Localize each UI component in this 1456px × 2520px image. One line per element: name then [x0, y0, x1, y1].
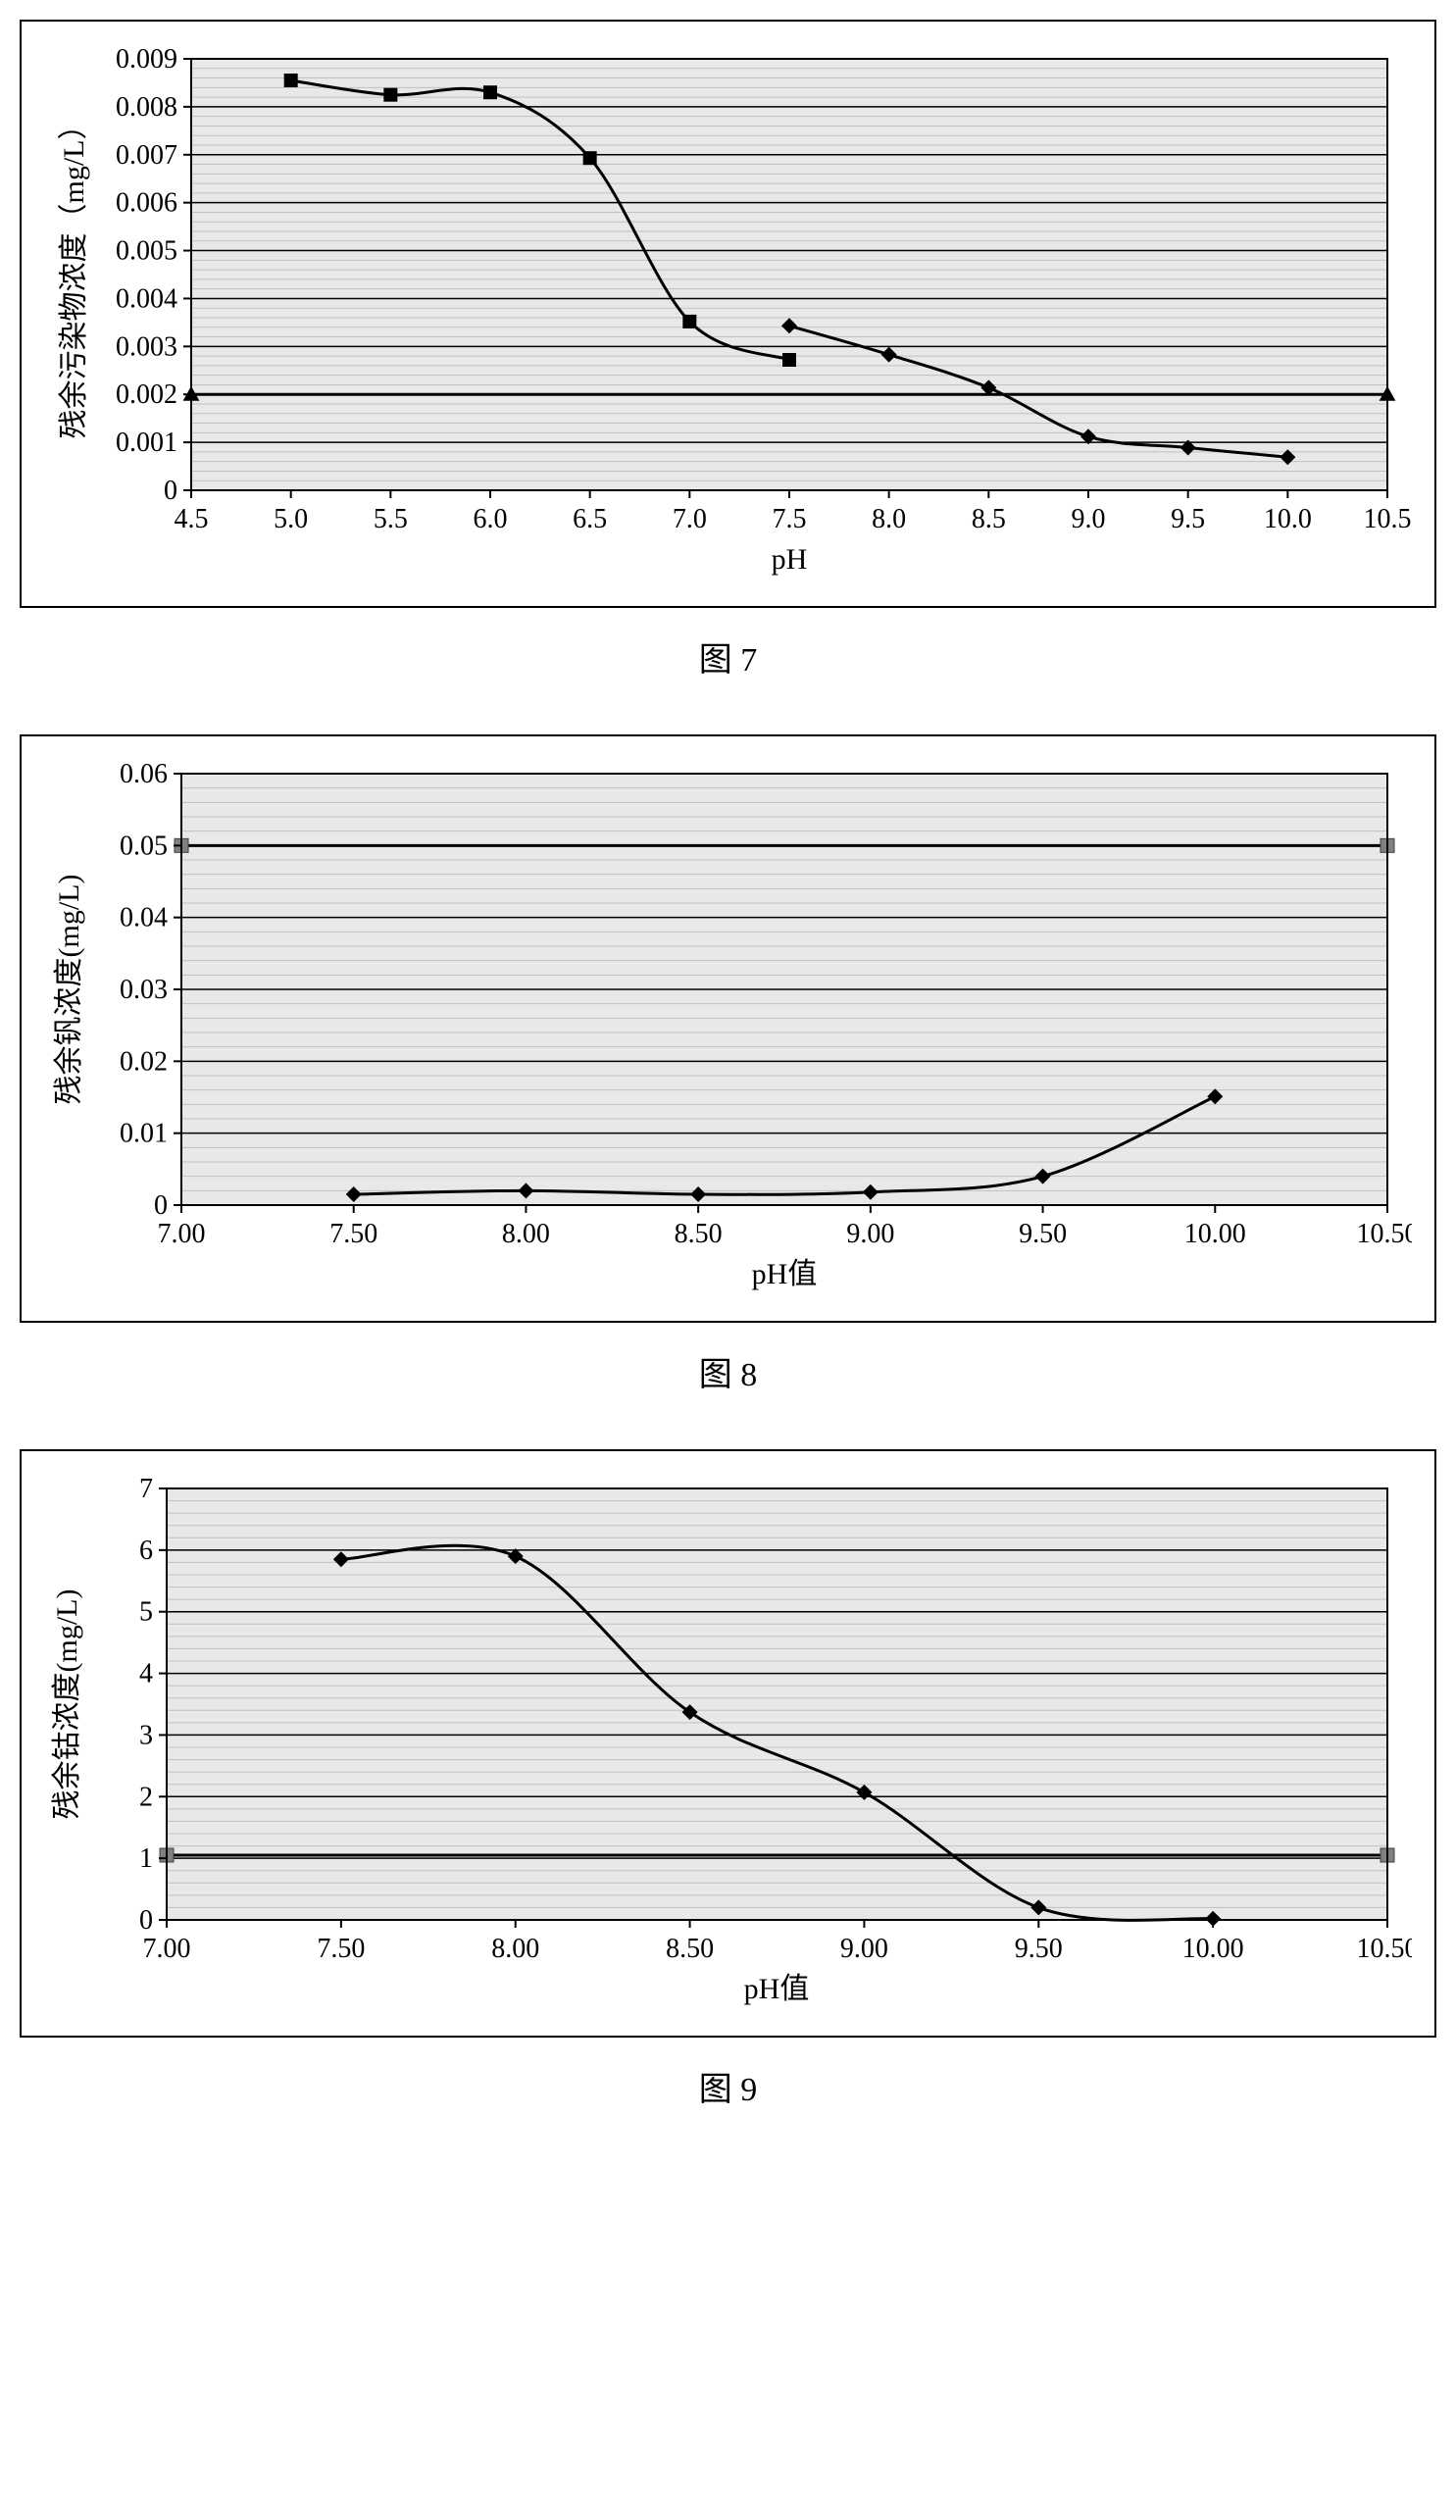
caption-8: 图 8: [20, 1347, 1436, 1395]
xtick-label: 7.50: [329, 1219, 377, 1249]
yticks-7: 0 0.001 0.002 0.003 0.004 0.005 0.006 0.007 0.00…: [116, 44, 191, 506]
ylabel-8: 残余钒浓度(mg/L): [53, 875, 85, 1105]
ytick-label: 0.06: [120, 759, 168, 789]
ytick-label: 2: [139, 1782, 153, 1812]
ytick-label: 0.01: [120, 1119, 168, 1149]
plot-bg: [191, 59, 1387, 490]
ytick-label: 0.02: [120, 1046, 168, 1077]
caption-7: 图 7: [20, 632, 1436, 680]
marker-square: [583, 152, 596, 165]
ytick-label: 0: [154, 1190, 168, 1221]
ytick-label: 0.001: [116, 428, 177, 458]
plot-area-8: 7.00 7.50 8.00 8.50 9.00 9.50 10.00 10.50 0 0.01…: [53, 759, 1412, 1290]
xtick-label: 6.5: [573, 504, 607, 534]
yticks-9: 0 1 2 3 4 5 6 7: [139, 1474, 167, 1936]
xticks-8: 7.00 7.50 8.00 8.50 9.00 9.50 10.00 10.50: [158, 1205, 1413, 1249]
xtick-label: 10.00: [1184, 1219, 1246, 1249]
plot-area-7: 4.5 5.0 5.5 6.0 6.5 7.0 7.5 8.0 8.5 9.0 9.5 10.0 10.…: [58, 44, 1412, 576]
ytick-label: 5: [139, 1597, 153, 1628]
plot-area-9: 7.00 7.50 8.00 8.50 9.00 9.50 10.00 10.50 0 1 2 3 4…: [51, 1474, 1412, 2005]
figure-8-container: 7.00 7.50 8.00 8.50 9.00 9.50 10.00 10.50 0 0.01…: [20, 734, 1436, 1323]
xtick-label: 8.50: [675, 1219, 723, 1249]
xtick-label: 8.00: [502, 1219, 550, 1249]
ylabel-7: 残余污染物浓度（mg/L）: [58, 111, 90, 439]
ytick-label: 0.006: [116, 188, 177, 219]
xtick-label: 7.00: [143, 1934, 191, 1964]
figure-9-container: 7.00 7.50 8.00 8.50 9.00 9.50 10.00 10.50 0 1 2 3 4…: [20, 1449, 1436, 2038]
xlabel-9: pH值: [744, 1973, 810, 2005]
xtick-label: 10.50: [1357, 1934, 1413, 1964]
xtick-label: 7.0: [673, 504, 707, 534]
xtick-label: 9.50: [1019, 1219, 1067, 1249]
figure-9-svg: 7.00 7.50 8.00 8.50 9.00 9.50 10.00 10.50 0 1 2 3 4…: [39, 1469, 1412, 2018]
xtick-label: 8.00: [491, 1934, 539, 1964]
xtick-label: 9.00: [846, 1219, 894, 1249]
marker-square: [683, 315, 696, 328]
marker-square: [783, 354, 796, 367]
figure-8-svg: 7.00 7.50 8.00 8.50 9.00 9.50 10.00 10.50 0 0.01…: [39, 754, 1412, 1303]
ytick-label: 0.005: [116, 236, 177, 267]
xticks-7: 4.5 5.0 5.5 6.0 6.5 7.0 7.5 8.0 8.5 9.0 9.5 10.0 10.…: [175, 490, 1412, 534]
xticks-9: 7.00 7.50 8.00 8.50 9.00 9.50 10.00 10.50: [143, 1920, 1413, 1964]
xtick-label: 10.50: [1357, 1219, 1413, 1249]
xtick-label: 7.50: [317, 1934, 365, 1964]
xtick-label: 9.00: [840, 1934, 888, 1964]
ytick-label: 0.003: [116, 331, 177, 362]
yticks-8: 0 0.01 0.02 0.03 0.04 0.05 0.06: [120, 759, 181, 1221]
ytick-label: 0.05: [120, 831, 168, 861]
xtick-label: 10.0: [1264, 504, 1312, 534]
xtick-label: 4.5: [175, 504, 209, 534]
xlabel-8: pH值: [752, 1258, 818, 1290]
xtick-label: 8.5: [972, 504, 1006, 534]
xtick-label: 6.0: [474, 504, 508, 534]
xtick-label: 5.0: [274, 504, 308, 534]
ytick-label: 0.04: [120, 903, 168, 933]
ylabel-9: 残余钴浓度(mg/L): [51, 1589, 83, 1820]
caption-9: 图 9: [20, 2062, 1436, 2110]
xtick-label: 9.50: [1015, 1934, 1063, 1964]
ytick-label: 0: [139, 1905, 153, 1936]
ytick-label: 0.03: [120, 975, 168, 1005]
ytick-label: 3: [139, 1720, 153, 1750]
figure-7-container: 4.5 5.0 5.5 6.0 6.5 7.0 7.5 8.0 8.5 9.0 9.5 10.0 10.…: [20, 20, 1436, 608]
ytick-label: 0.002: [116, 379, 177, 410]
ytick-label: 0.004: [116, 283, 177, 314]
xtick-label: 10.00: [1182, 1934, 1244, 1964]
figure-7-svg: 4.5 5.0 5.5 6.0 6.5 7.0 7.5 8.0 8.5 9.0 9.5 10.0 10.…: [39, 39, 1412, 588]
ytick-label: 0: [164, 476, 177, 506]
marker-square: [384, 88, 397, 101]
xtick-label: 8.0: [872, 504, 906, 534]
xtick-label: 5.5: [374, 504, 408, 534]
ytick-label: 0.007: [116, 140, 177, 171]
ytick-label: 7: [139, 1474, 153, 1504]
ytick-label: 0.008: [116, 92, 177, 123]
ytick-label: 4: [139, 1659, 153, 1689]
xtick-label: 10.5: [1364, 504, 1412, 534]
marker-square: [484, 86, 497, 99]
xtick-label: 7.5: [773, 504, 807, 534]
ytick-label: 6: [139, 1536, 153, 1566]
xtick-label: 9.0: [1072, 504, 1106, 534]
marker-square: [284, 75, 297, 87]
xlabel-7: pH: [772, 543, 808, 576]
xtick-label: 7.00: [158, 1219, 206, 1249]
xtick-label: 8.50: [666, 1934, 714, 1964]
xtick-label: 9.5: [1171, 504, 1205, 534]
ytick-label: 0.009: [116, 44, 177, 75]
ytick-label: 1: [139, 1843, 153, 1874]
